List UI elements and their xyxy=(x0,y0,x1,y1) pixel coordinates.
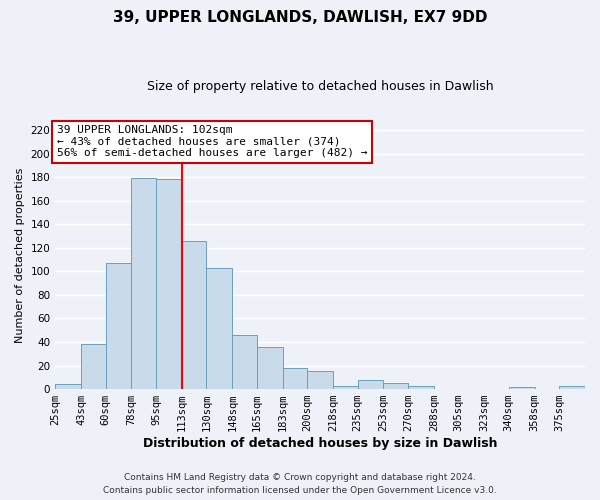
Bar xyxy=(559,386,585,389)
Bar xyxy=(55,384,81,389)
Bar xyxy=(81,344,106,389)
Bar xyxy=(156,180,182,389)
Text: 39, UPPER LONGLANDS, DAWLISH, EX7 9DD: 39, UPPER LONGLANDS, DAWLISH, EX7 9DD xyxy=(113,10,487,25)
Bar xyxy=(358,380,383,389)
Bar xyxy=(182,240,206,389)
Bar xyxy=(131,178,156,389)
Bar xyxy=(509,386,535,389)
X-axis label: Distribution of detached houses by size in Dawlish: Distribution of detached houses by size … xyxy=(143,437,497,450)
Bar xyxy=(333,386,358,389)
Bar xyxy=(232,335,257,389)
Y-axis label: Number of detached properties: Number of detached properties xyxy=(15,167,25,342)
Bar xyxy=(283,368,307,389)
Bar xyxy=(106,263,131,389)
Bar xyxy=(383,383,408,389)
Bar xyxy=(408,386,434,389)
Bar xyxy=(307,372,333,389)
Text: Contains HM Land Registry data © Crown copyright and database right 2024.
Contai: Contains HM Land Registry data © Crown c… xyxy=(103,473,497,495)
Bar xyxy=(206,268,232,389)
Title: Size of property relative to detached houses in Dawlish: Size of property relative to detached ho… xyxy=(147,80,493,93)
Text: 39 UPPER LONGLANDS: 102sqm
← 43% of detached houses are smaller (374)
56% of sem: 39 UPPER LONGLANDS: 102sqm ← 43% of deta… xyxy=(56,126,367,158)
Bar xyxy=(257,346,283,389)
